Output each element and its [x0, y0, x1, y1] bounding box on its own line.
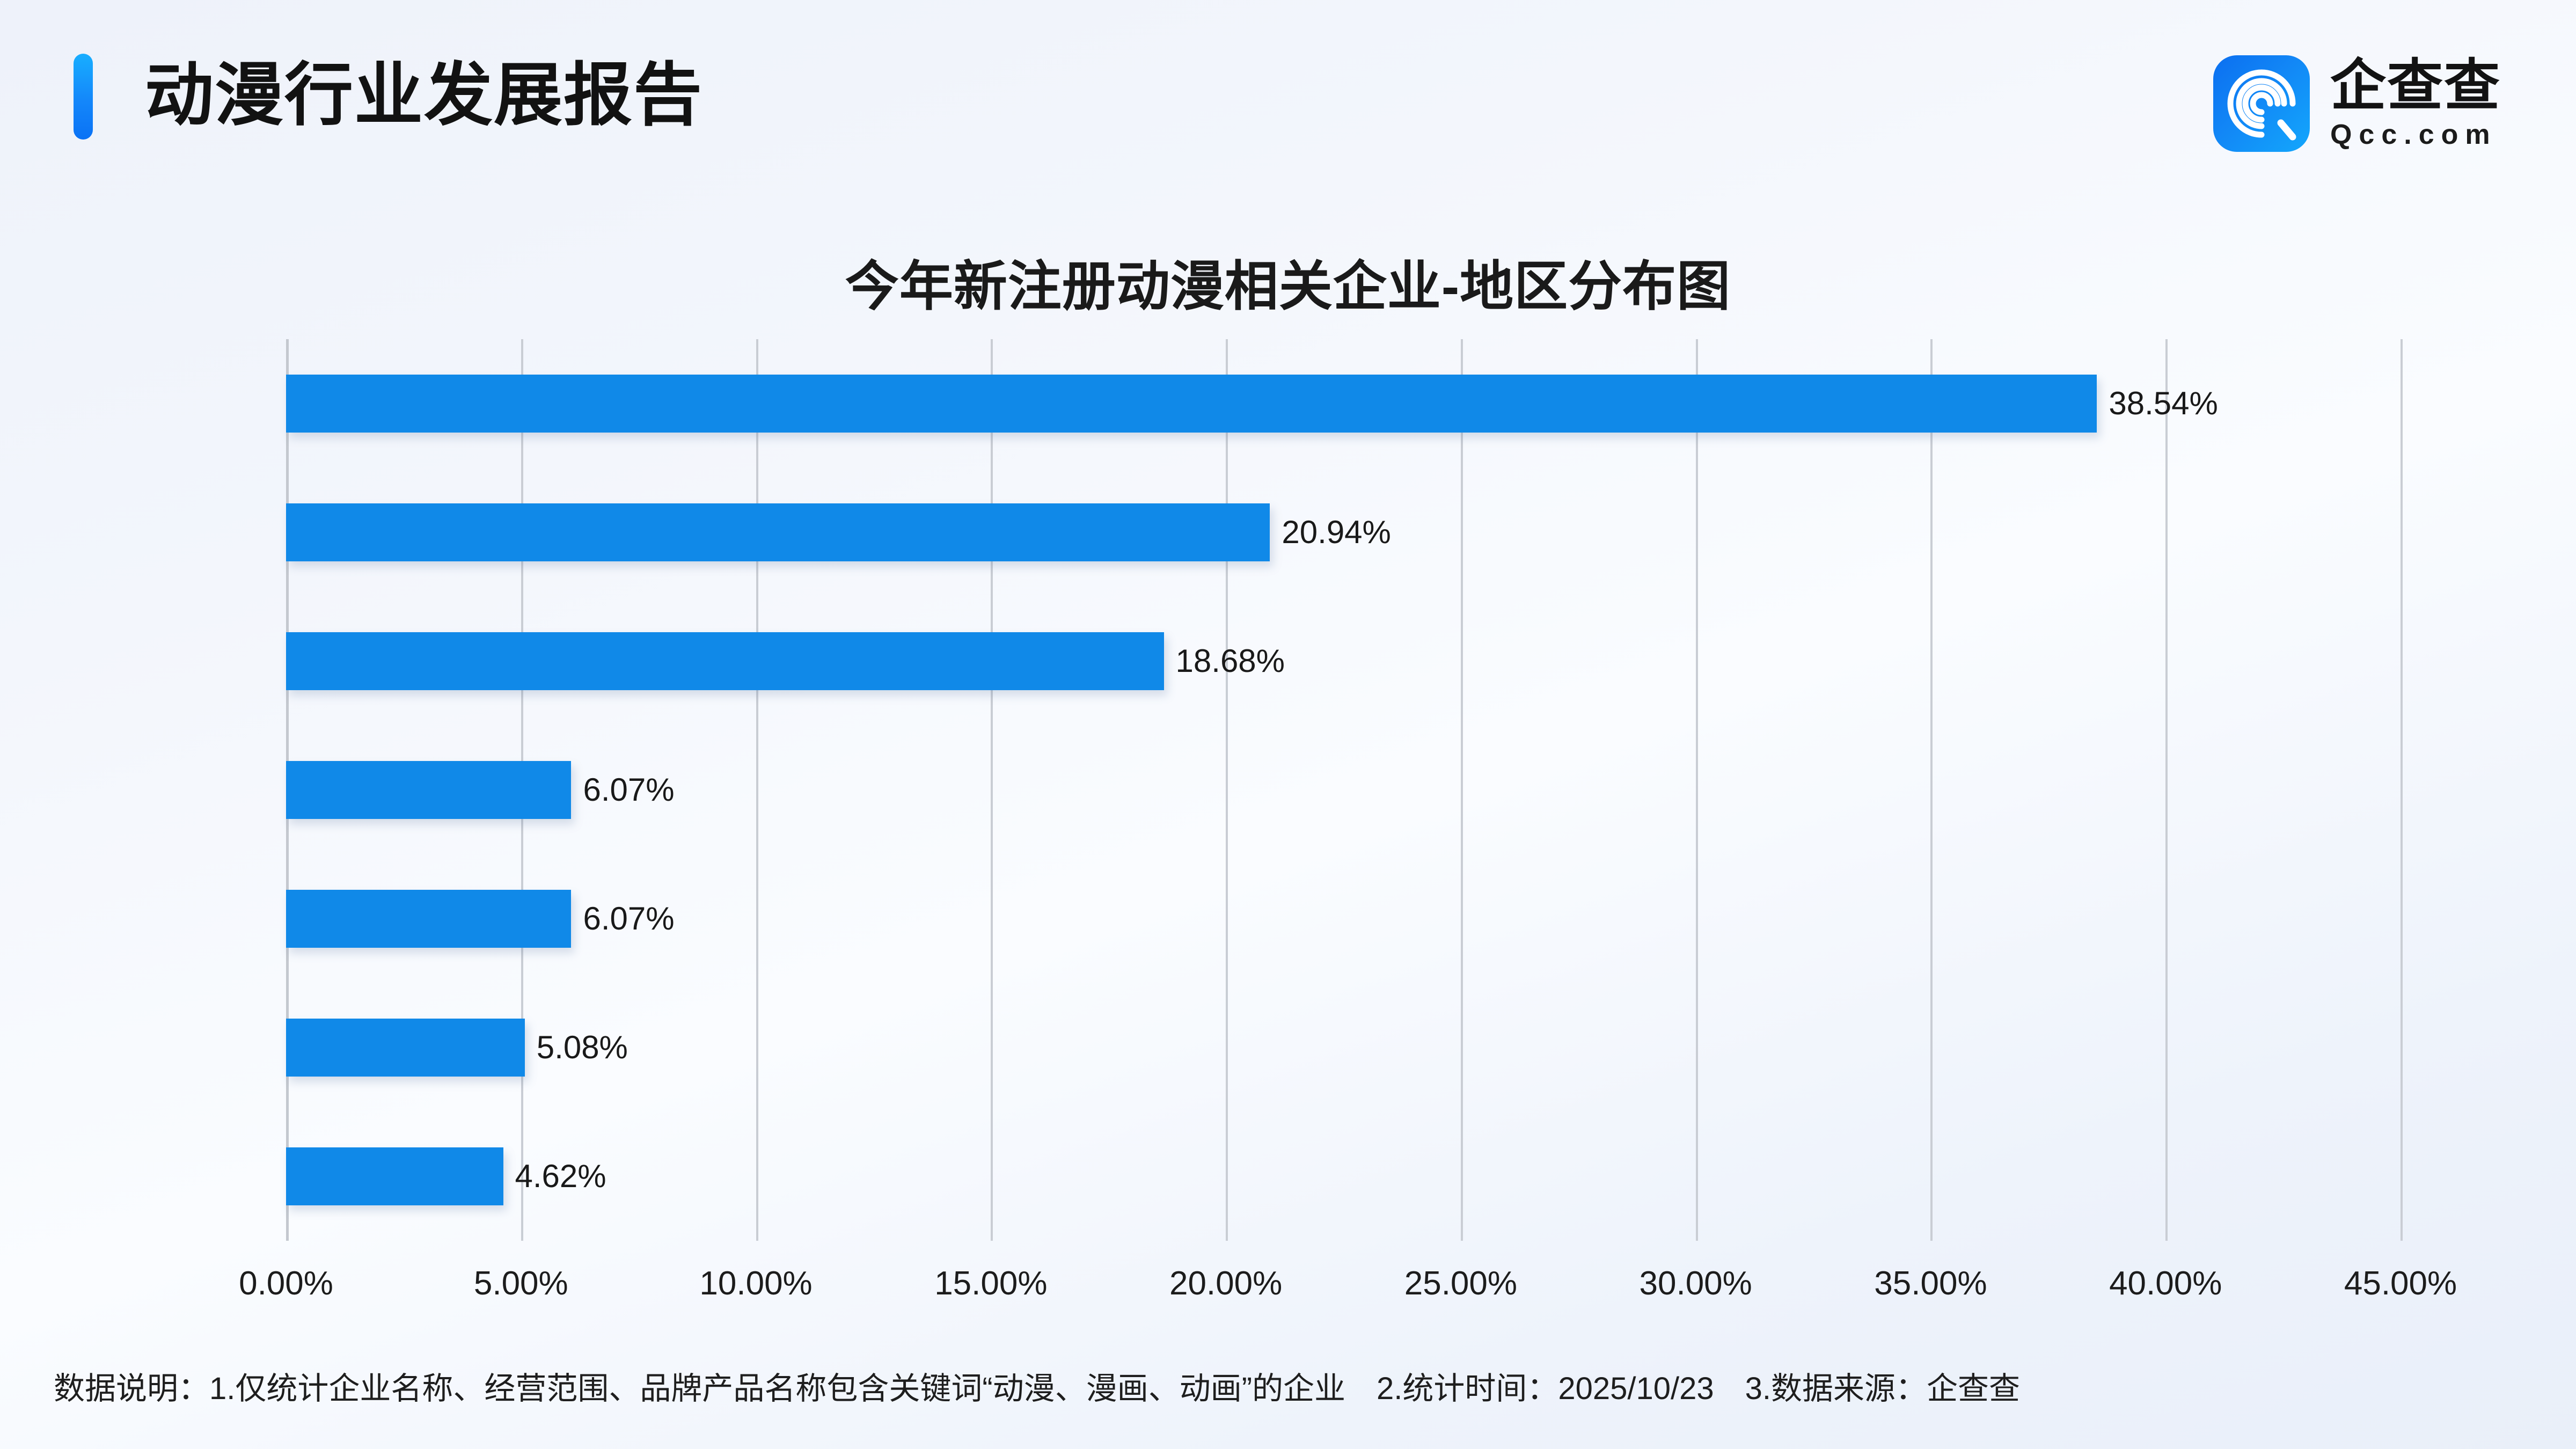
- gridline: [991, 339, 993, 1241]
- x-axis-tick-label: 25.00%: [1404, 1265, 1518, 1302]
- bar[interactable]: [286, 503, 1270, 561]
- title-accent-bar: [74, 54, 93, 140]
- brand-name-en: Qcc.com: [2330, 119, 2497, 150]
- x-axis-tick-label: 0.00%: [239, 1265, 333, 1302]
- brand-logo: 企查查 Qcc.com: [2213, 53, 2501, 155]
- chart-bar-row: 东北地区6.07%: [286, 726, 2401, 854]
- bar[interactable]: [286, 761, 572, 819]
- page-title: 动漫行业发展报告: [145, 57, 704, 134]
- gridline: [1930, 339, 1933, 1241]
- brand-name-cn: 企查查: [2330, 55, 2501, 117]
- data-note: 数据说明：1.仅统计企业名称、经营范围、品牌产品名称包含关键词“动漫、漫画、动画…: [54, 1371, 2021, 1406]
- chart-title: 今年新注册动漫相关企业-地区分布图: [845, 257, 1731, 317]
- gridline: [1226, 339, 1228, 1241]
- x-axis-tick-label: 30.00%: [1639, 1265, 1752, 1302]
- bar-value-label: 38.54%: [2109, 385, 2218, 421]
- bar[interactable]: [286, 890, 572, 948]
- brand-logo-text: 企查查 Qcc.com: [2330, 56, 2501, 151]
- bar-value-label: 20.94%: [1282, 514, 1391, 550]
- gridline: [2165, 339, 2168, 1241]
- gridline: [1695, 339, 1698, 1241]
- x-axis-tick-label: 5.00%: [473, 1265, 568, 1302]
- bar[interactable]: [286, 1019, 525, 1077]
- x-axis-tick-label: 15.00%: [934, 1265, 1048, 1302]
- x-axis-tick-label: 20.00%: [1169, 1265, 1283, 1302]
- chart-bar-row: 华东地区18.68%: [286, 597, 2401, 726]
- x-axis-tick-label: 40.00%: [2109, 1265, 2222, 1302]
- bar-value-label: 18.68%: [1175, 643, 1285, 679]
- chart-plot-area: 华中地区38.54%华南地区20.94%华东地区18.68%东北地区6.07%华…: [239, 339, 2457, 1302]
- bar-value-label: 5.08%: [536, 1029, 628, 1065]
- page-header: 动漫行业发展报告 企查查 Qcc.com: [0, 0, 2576, 199]
- qcc-spiral-q-icon: [2213, 55, 2310, 152]
- chart-bar-row: 华中地区38.54%: [286, 339, 2401, 468]
- gridline: [1460, 339, 1463, 1241]
- chart-bar-row: 西南地区5.08%: [286, 983, 2401, 1112]
- chart-bar-row: 华北地区6.07%: [286, 854, 2401, 983]
- chart-bar-row: 西北地区4.62%: [286, 1112, 2401, 1241]
- x-axis-tick-label: 10.00%: [699, 1265, 813, 1302]
- x-axis-tick-label: 45.00%: [2344, 1265, 2457, 1302]
- chart-bar-row: 华南地区20.94%: [286, 468, 2401, 597]
- x-axis-tick-label: 35.00%: [1874, 1265, 1987, 1302]
- gridline: [756, 339, 758, 1241]
- bar-value-label: 4.62%: [515, 1158, 606, 1194]
- bar[interactable]: [286, 375, 2097, 433]
- bar-value-label: 6.07%: [583, 772, 675, 808]
- bar[interactable]: [286, 632, 1164, 690]
- gridline: [2401, 339, 2403, 1241]
- bar-value-label: 6.07%: [583, 901, 675, 936]
- bar[interactable]: [286, 1147, 503, 1205]
